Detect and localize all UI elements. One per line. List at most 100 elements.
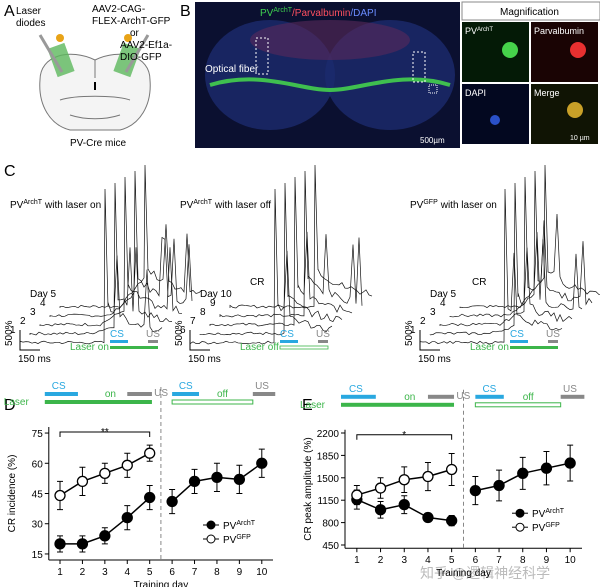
x-tick-label: 10 — [256, 567, 268, 578]
cr-label: CR — [472, 277, 486, 288]
significance-bracket — [356, 434, 453, 440]
scale-label: 500% — [174, 320, 185, 346]
marker — [166, 495, 178, 508]
y-tick-label: 450 — [322, 541, 339, 552]
brain-image — [195, 1, 600, 148]
y-tick-label: 800 — [322, 519, 339, 530]
y-tick-label: 75 — [32, 429, 44, 440]
label: Optical fiber — [205, 64, 259, 75]
cs-bar — [341, 394, 376, 399]
cs-bar — [280, 340, 298, 343]
marker — [144, 491, 156, 504]
panel-label: A — [4, 3, 15, 20]
x-tick-label: 4 — [425, 555, 431, 566]
panel-label: B — [180, 3, 191, 20]
y-tick-label: 1150 — [317, 496, 339, 507]
x-tick-label: 2 — [80, 567, 86, 578]
legend-marker — [515, 522, 525, 532]
cs-bar — [44, 392, 78, 396]
label: AAV2-Ef1a- — [120, 40, 172, 51]
y-axis-label: CR peak amplitude (%) — [303, 437, 314, 540]
scale-bar — [189, 330, 210, 351]
legend-marker — [206, 534, 216, 544]
scale-label: 150 ms — [418, 354, 451, 365]
marker — [351, 489, 363, 501]
us-bar — [548, 340, 558, 343]
x-axis-label: Training day — [436, 568, 491, 579]
marker — [374, 504, 387, 516]
laser-label: Laser — [300, 400, 326, 411]
y-tick-label: 60 — [32, 459, 44, 470]
marker — [99, 530, 111, 542]
legend-label: GFP — [545, 522, 560, 529]
legend-label: PVGFP — [223, 534, 251, 546]
marker — [54, 489, 66, 502]
us-label: US — [146, 329, 160, 340]
trace — [49, 170, 193, 318]
day-label: 3 — [30, 307, 36, 318]
significance-label: * — [402, 430, 406, 441]
y-tick-label: 1850 — [317, 451, 340, 462]
cr-label: CR — [250, 277, 264, 288]
significance-label: ** — [101, 427, 109, 438]
day-label: 2 — [20, 316, 26, 327]
on-label: on — [105, 389, 116, 400]
cs-label: CS — [510, 329, 524, 340]
trace — [229, 164, 373, 309]
cs-label: CS — [349, 384, 363, 395]
legend-label: ArchT — [545, 508, 564, 515]
trace-title: PV — [180, 200, 194, 211]
x-tick-label: 1 — [354, 555, 360, 566]
scale-label: 150 ms — [188, 354, 221, 365]
day-label: 6 — [180, 325, 186, 336]
title-part: /DAPI — [350, 8, 376, 19]
us-bar — [560, 394, 585, 399]
laser-bar — [279, 345, 329, 350]
us-label: US — [255, 381, 269, 392]
legend-label: PV — [223, 535, 237, 546]
trace — [189, 188, 333, 345]
trace-title: PV — [410, 200, 424, 211]
y-tick-label: 30 — [32, 520, 44, 531]
marker — [54, 538, 66, 550]
trace-title: ArchT — [23, 199, 42, 206]
us-label: US — [316, 329, 330, 340]
laser-off-bar — [171, 399, 254, 405]
label: PV-Cre mice — [70, 138, 127, 149]
x-tick-label: 3 — [401, 555, 407, 566]
marker — [99, 467, 111, 479]
laser-bar — [510, 346, 558, 349]
marker — [121, 459, 133, 471]
marker — [256, 457, 268, 469]
optic-fibers — [38, 34, 150, 78]
y-tick-label: 2200 — [317, 429, 340, 440]
scale-label: 500% — [404, 320, 415, 346]
marker — [76, 538, 89, 550]
x-tick-label: 3 — [102, 567, 108, 578]
y-tick-label: 15 — [32, 550, 44, 561]
tile-label: PVArchT — [465, 26, 493, 36]
y-tick-label: 1500 — [317, 474, 340, 485]
tile-label: DAPI — [465, 88, 486, 98]
laser-bar — [110, 346, 158, 349]
laser-bar — [44, 400, 152, 404]
marker — [422, 511, 434, 524]
legend-marker — [206, 520, 216, 530]
tile-label: PV — [465, 26, 477, 36]
laser-label: Laser — [4, 397, 30, 408]
scale-bar — [19, 330, 40, 351]
scale-label: 150 ms — [18, 354, 51, 365]
legend-label: GFP — [236, 534, 251, 541]
tile-label: ArchT — [477, 27, 493, 33]
legend-label: PVArchT — [223, 520, 256, 532]
us-bar — [127, 392, 152, 396]
marker — [144, 447, 156, 459]
day-label: 2 — [420, 316, 426, 327]
marker — [374, 482, 387, 494]
cs-bar — [172, 392, 200, 396]
marker — [564, 457, 576, 469]
us-label: US — [563, 384, 577, 395]
x-tick-label: 9 — [237, 567, 243, 578]
label: Laser — [16, 6, 42, 17]
